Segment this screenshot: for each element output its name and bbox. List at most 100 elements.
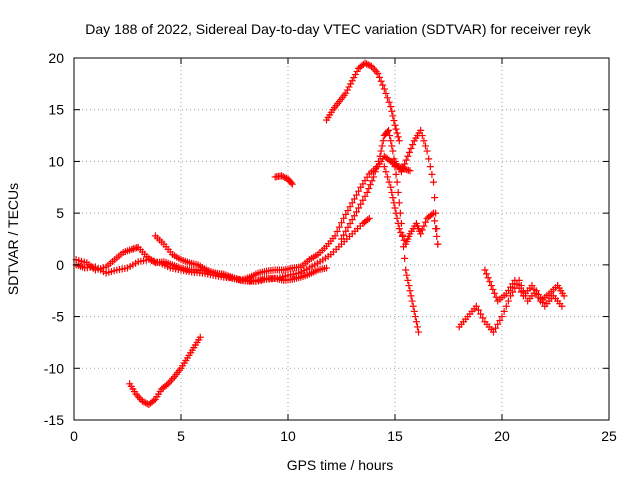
data-point [135,394,143,402]
data-point [370,173,378,181]
data-point [491,289,499,297]
data-point [385,178,393,186]
x-tick-label: 20 [494,428,510,444]
data-point [402,156,410,164]
data-point [388,142,396,150]
data-point [496,316,504,324]
data-point [434,240,442,248]
data-point [515,284,523,292]
data-point [489,328,497,336]
data-point [163,381,171,389]
data-point [138,397,146,405]
data-point [169,374,177,382]
data-point [415,328,423,336]
data-point [391,204,399,212]
data-point [342,89,350,97]
x-tick-label: 15 [387,428,403,444]
series-arc-9 [391,126,442,248]
x-tick-label: 0 [70,428,78,444]
data-point [374,70,382,78]
x-tick-label: 10 [280,428,296,444]
series-arc-3 [126,333,204,408]
data-point [365,214,373,222]
data-point [404,152,412,160]
data-point [507,292,515,300]
data-point [196,333,204,341]
data-point [388,107,396,115]
data-point [377,77,385,85]
data-point [372,68,380,76]
data-point [401,160,409,168]
data-point [411,313,419,321]
data-point [428,170,436,178]
data-point [385,98,393,106]
data-point [344,207,352,215]
data-point [517,288,525,296]
y-tick-label: 10 [48,153,64,169]
data-point [432,209,440,217]
data-point [408,297,416,305]
data-point [430,178,438,186]
data-point [352,191,360,199]
data-point [384,128,392,136]
data-point [351,71,359,79]
data-point [150,397,158,405]
series-arc-11 [481,266,568,305]
data-point [509,288,517,296]
data-point [433,232,441,240]
data-point [420,137,428,145]
data-point [498,313,506,321]
data-point [534,293,542,301]
data-point [532,289,540,297]
data-point [494,320,502,328]
data-point [352,208,360,216]
data-point [333,228,341,236]
data-point [482,270,490,278]
data-point [323,264,331,272]
data-point [399,164,407,172]
y-tick-label: 15 [48,102,64,118]
data-point [477,310,485,318]
data-point [393,214,401,222]
data-point [373,163,381,171]
series-arc-10 [455,276,566,336]
data-point [385,126,393,134]
y-tick-label: -5 [52,309,65,325]
data-point [288,180,296,188]
data-point [401,254,409,262]
data-point [384,173,392,181]
data-point [474,306,482,314]
series-arc-4 [151,152,414,284]
data-point [428,210,436,218]
data-point [417,230,425,238]
data-point [397,168,405,176]
chart-title: Day 188 of 2022, Sidereal Day-to-day VTE… [85,21,591,37]
y-tick-label: -10 [44,360,64,376]
data-point [278,172,286,180]
data-point [418,226,426,234]
data-point [361,59,369,67]
x-axis-label: GPS time / hours [287,457,394,473]
data-point [418,132,426,140]
data-point [387,183,395,191]
data-point [379,137,387,145]
data-point [390,117,398,125]
data-point [393,178,401,186]
plot-data [72,59,568,408]
data-point [344,223,352,231]
data-point [350,195,358,203]
y-tick-label: -15 [44,412,64,428]
data-point [346,203,354,211]
data-point [511,276,519,284]
data-point [343,86,351,94]
data-point [433,225,441,233]
data-point [386,132,394,140]
data-point [502,302,510,310]
data-point [361,192,369,200]
data-point [378,142,386,150]
data-point [481,266,489,274]
data-point [413,323,421,331]
data-point [167,376,175,384]
data-point [340,231,348,239]
data-point [287,179,295,187]
